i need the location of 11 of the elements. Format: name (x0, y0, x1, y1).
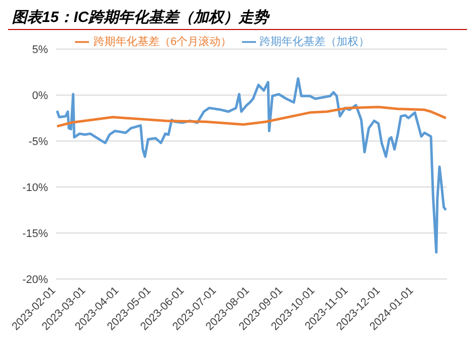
y-tick-label: -5% (28, 136, 48, 148)
y-tick-label: -10% (22, 182, 48, 194)
y-tick-label: -20% (22, 274, 48, 286)
y-tick-label: 5% (32, 44, 48, 56)
y-tick-label: 0% (32, 90, 48, 102)
legend-label: 跨期年化基差（6个月滚动） (93, 36, 232, 48)
line-series (56, 77, 447, 254)
legend-label: 跨期年化基差（加权） (260, 36, 370, 48)
line-series (56, 106, 447, 128)
chart-title: 图表15：IC跨期年化基差（加权）走势 (8, 8, 467, 30)
y-tick-label: -15% (22, 228, 48, 240)
